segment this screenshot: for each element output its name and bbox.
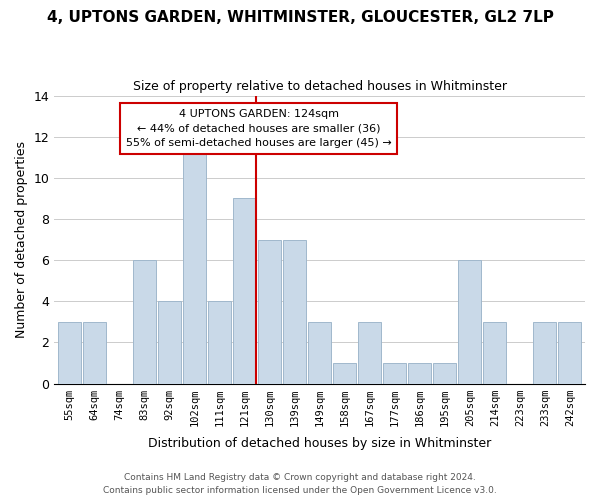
- Bar: [383, 363, 406, 384]
- Bar: [433, 363, 457, 384]
- Bar: [183, 136, 206, 384]
- Bar: [158, 301, 181, 384]
- Bar: [484, 322, 506, 384]
- Text: Contains HM Land Registry data © Crown copyright and database right 2024.
Contai: Contains HM Land Registry data © Crown c…: [103, 474, 497, 495]
- Bar: [58, 322, 81, 384]
- Y-axis label: Number of detached properties: Number of detached properties: [15, 141, 28, 338]
- Text: 4, UPTONS GARDEN, WHITMINSTER, GLOUCESTER, GL2 7LP: 4, UPTONS GARDEN, WHITMINSTER, GLOUCESTE…: [47, 10, 553, 25]
- Bar: [283, 240, 306, 384]
- Bar: [559, 322, 581, 384]
- X-axis label: Distribution of detached houses by size in Whitminster: Distribution of detached houses by size …: [148, 437, 491, 450]
- Bar: [133, 260, 156, 384]
- Bar: [233, 198, 256, 384]
- Text: 4 UPTONS GARDEN: 124sqm
← 44% of detached houses are smaller (36)
55% of semi-de: 4 UPTONS GARDEN: 124sqm ← 44% of detache…: [126, 108, 391, 148]
- Bar: [208, 301, 231, 384]
- Bar: [408, 363, 431, 384]
- Bar: [308, 322, 331, 384]
- Bar: [83, 322, 106, 384]
- Bar: [458, 260, 481, 384]
- Title: Size of property relative to detached houses in Whitminster: Size of property relative to detached ho…: [133, 80, 506, 93]
- Bar: [533, 322, 556, 384]
- Bar: [258, 240, 281, 384]
- Bar: [358, 322, 381, 384]
- Bar: [333, 363, 356, 384]
